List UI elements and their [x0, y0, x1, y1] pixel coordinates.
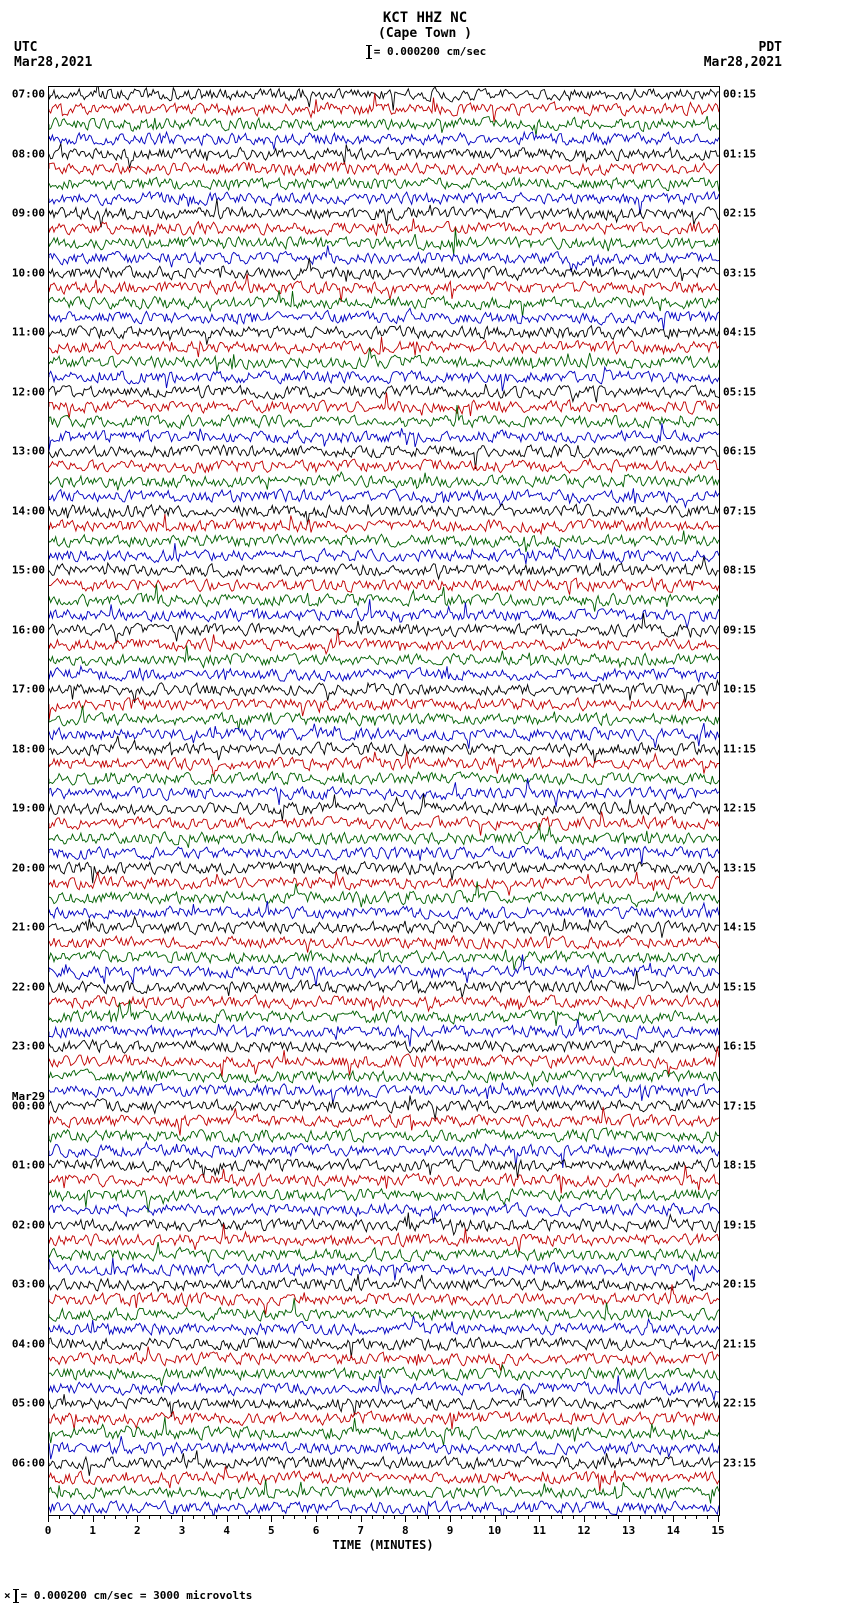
pdt-hour-label: 22:15 — [723, 1397, 756, 1410]
pdt-hour-label: 08:15 — [723, 564, 756, 577]
utc-hour-label: 15:00 — [12, 564, 45, 577]
x-tick-label: 10 — [488, 1524, 501, 1537]
utc-day-label: Mar29 — [12, 1090, 45, 1103]
utc-hour-label: 02:00 — [12, 1218, 45, 1231]
pdt-hour-label: 09:15 — [723, 623, 756, 636]
pdt-hour-label: 16:15 — [723, 1040, 756, 1053]
utc-hour-label: 14:00 — [12, 504, 45, 517]
utc-hour-label: 10:00 — [12, 266, 45, 279]
utc-hour-label: 06:00 — [12, 1456, 45, 1469]
pdt-hour-label: 03:15 — [723, 266, 756, 279]
utc-hour-label: 07:00 — [12, 88, 45, 101]
utc-hour-label: 13:00 — [12, 445, 45, 458]
utc-hour-label: 18:00 — [12, 742, 45, 755]
x-tick-label: 3 — [179, 1524, 186, 1537]
utc-hour-label: 22:00 — [12, 980, 45, 993]
utc-hour-label: 12:00 — [12, 385, 45, 398]
pdt-hour-label: 04:15 — [723, 326, 756, 339]
helicorder-plot: 07:0008:0009:0010:0011:0012:0013:0014:00… — [48, 86, 720, 1516]
utc-hour-label: 19:00 — [12, 802, 45, 815]
utc-hour-label: 09:00 — [12, 207, 45, 220]
pdt-hour-label: 19:15 — [723, 1218, 756, 1231]
pdt-hour-label: 17:15 — [723, 1099, 756, 1112]
utc-hour-label: 17:00 — [12, 683, 45, 696]
x-tick-label: 5 — [268, 1524, 275, 1537]
pdt-hour-label: 00:15 — [723, 88, 756, 101]
pdt-hour-label: 01:15 — [723, 147, 756, 160]
pdt-hour-label: 07:15 — [723, 504, 756, 517]
x-tick-label: 4 — [223, 1524, 230, 1537]
x-tick-label: 11 — [533, 1524, 546, 1537]
x-tick-label: 2 — [134, 1524, 141, 1537]
pdt-hour-label: 23:15 — [723, 1456, 756, 1469]
utc-hour-label: 03:00 — [12, 1278, 45, 1291]
x-tick-label: 14 — [667, 1524, 680, 1537]
tz-left-date: Mar28,2021 — [14, 55, 92, 70]
tz-right-date: Mar28,2021 — [704, 55, 782, 70]
pdt-hour-label: 13:15 — [723, 861, 756, 874]
pdt-hour-label: 12:15 — [723, 802, 756, 815]
pdt-hour-label: 20:15 — [723, 1278, 756, 1291]
x-tick-label: 9 — [447, 1524, 454, 1537]
utc-hour-label: 04:00 — [12, 1337, 45, 1350]
utc-hour-label: 01:00 — [12, 1159, 45, 1172]
utc-hour-label: 23:00 — [12, 1040, 45, 1053]
pdt-hour-label: 15:15 — [723, 980, 756, 993]
x-tick-label: 6 — [313, 1524, 320, 1537]
station-location: (Cape Town ) — [0, 26, 850, 41]
pdt-hour-label: 14:15 — [723, 921, 756, 934]
x-tick-label: 7 — [357, 1524, 364, 1537]
utc-hour-label: 16:00 — [12, 623, 45, 636]
footer-scale: ×= 0.000200 cm/sec = 3000 microvolts — [4, 1589, 252, 1603]
pdt-hour-label: 10:15 — [723, 683, 756, 696]
utc-hour-label: 20:00 — [12, 861, 45, 874]
pdt-hour-label: 11:15 — [723, 742, 756, 755]
pdt-hour-label: 02:15 — [723, 207, 756, 220]
x-tick-label: 1 — [89, 1524, 96, 1537]
utc-hour-label: 21:00 — [12, 921, 45, 934]
x-axis: TIME (MINUTES) 0123456789101112131415 — [48, 1516, 718, 1546]
pdt-hour-label: 21:15 — [723, 1337, 756, 1350]
utc-hour-label: 11:00 — [12, 326, 45, 339]
x-axis-title: TIME (MINUTES) — [332, 1538, 433, 1552]
x-tick-label: 0 — [45, 1524, 52, 1537]
x-tick-label: 15 — [711, 1524, 724, 1537]
utc-hour-label: 05:00 — [12, 1397, 45, 1410]
tz-left-tz: UTC — [14, 40, 37, 55]
pdt-hour-label: 05:15 — [723, 385, 756, 398]
tz-right-tz: PDT — [759, 40, 782, 55]
pdt-hour-label: 18:15 — [723, 1159, 756, 1172]
x-tick-label: 13 — [622, 1524, 635, 1537]
x-tick-label: 8 — [402, 1524, 409, 1537]
utc-hour-label: 08:00 — [12, 147, 45, 160]
station-code: KCT HHZ NC — [0, 0, 850, 26]
pdt-hour-label: 06:15 — [723, 445, 756, 458]
x-tick-label: 12 — [577, 1524, 590, 1537]
